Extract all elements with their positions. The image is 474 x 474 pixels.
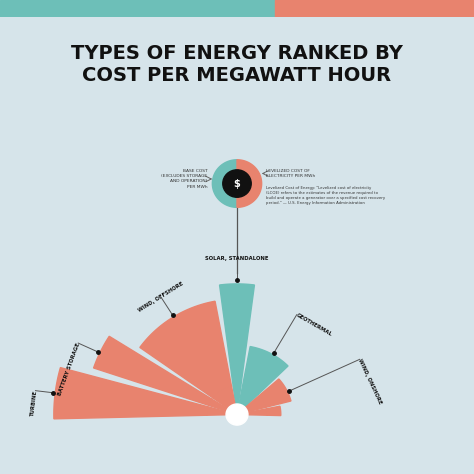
Polygon shape <box>212 160 237 207</box>
Polygon shape <box>237 160 262 207</box>
Text: WIND, OFFSHORE: WIND, OFFSHORE <box>137 281 184 313</box>
Bar <box>0 0 275 17</box>
Text: BATTERY STORAGE: BATTERY STORAGE <box>57 342 81 396</box>
Polygon shape <box>207 407 228 415</box>
Polygon shape <box>54 368 208 419</box>
Text: GEOTHERMAL: GEOTHERMAL <box>295 312 333 337</box>
Text: $: $ <box>234 179 240 189</box>
Polygon shape <box>266 406 281 416</box>
Text: SOLAR, STANDALONE: SOLAR, STANDALONE <box>205 256 269 261</box>
Polygon shape <box>259 379 291 407</box>
Polygon shape <box>239 386 258 408</box>
Polygon shape <box>219 284 255 386</box>
Text: TYPES OF ENERGY RANKED BY
COST PER MEGAWATT HOUR: TYPES OF ENERGY RANKED BY COST PER MEGAW… <box>71 45 403 85</box>
Text: BASE COST
(EXCLUDES STORAGE
AND OPERATION)
PER MWh: BASE COST (EXCLUDES STORAGE AND OPERATIO… <box>162 169 208 189</box>
Text: TURBINE: TURBINE <box>30 391 38 417</box>
Polygon shape <box>243 346 288 394</box>
Polygon shape <box>213 386 235 409</box>
Polygon shape <box>140 301 231 398</box>
Polygon shape <box>245 395 266 412</box>
Polygon shape <box>93 337 212 405</box>
Polygon shape <box>247 409 267 415</box>
Circle shape <box>226 404 248 425</box>
Text: WIND, ONSHORE: WIND, ONSHORE <box>357 358 383 405</box>
Polygon shape <box>233 386 241 405</box>
Text: LEVELIZED COST OF
ELECTRICITY PER MWh: LEVELIZED COST OF ELECTRICITY PER MWh <box>266 169 316 178</box>
Circle shape <box>223 170 251 197</box>
Bar <box>275 0 474 17</box>
Polygon shape <box>209 399 228 411</box>
Text: Levelized Cost of Energy: "Levelized cost of electricity
(LCOE) refers to the es: Levelized Cost of Energy: "Levelized cos… <box>266 186 385 205</box>
